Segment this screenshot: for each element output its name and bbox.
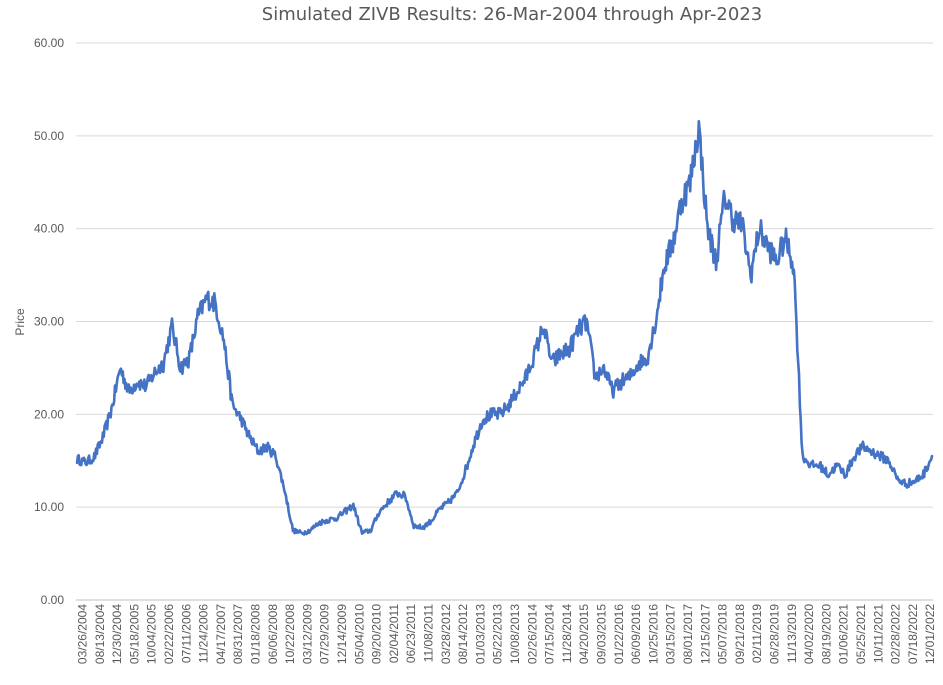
x-tick-label: 03/15/2017 (664, 604, 678, 664)
x-tick-label: 03/28/2012 (439, 604, 453, 664)
x-tick-label: 08/14/2012 (456, 604, 470, 664)
x-tick-label: 07/15/2014 (543, 604, 557, 664)
x-tick-label: 06/06/2008 (266, 604, 280, 664)
gridlines (76, 42, 933, 508)
x-tick-label: 08/19/2020 (819, 604, 833, 664)
x-tick-label: 12/15/2017 (698, 604, 712, 664)
x-tick-label: 11/08/2011 (422, 604, 436, 663)
x-tick-label: 09/20/2010 (370, 604, 384, 664)
x-tick-label: 10/25/2016 (646, 604, 660, 664)
x-tick-label: 02/22/2006 (162, 604, 176, 664)
x-tick-label: 04/20/2015 (577, 604, 591, 664)
x-tick-label: 10/04/2005 (145, 604, 159, 664)
x-tick-label: 11/28/2014 (560, 604, 574, 663)
y-tick-label: 0.00 (41, 593, 65, 607)
x-tick-label: 05/25/2021 (854, 604, 868, 664)
x-tick-label: 02/26/2014 (525, 604, 539, 664)
x-tick-label: 06/09/2016 (629, 604, 643, 664)
x-tick-label: 05/07/2018 (716, 604, 730, 664)
x-tick-label: 08/13/2004 (93, 604, 107, 664)
x-tick-label: 12/14/2009 (335, 604, 349, 664)
x-tick-label: 09/03/2015 (595, 604, 609, 664)
y-tick-label: 10.00 (34, 500, 64, 514)
y-axis-label: Price (13, 308, 27, 336)
x-tick-label: 02/04/2011 (387, 604, 401, 663)
x-tick-label: 10/11/2021 (871, 604, 885, 663)
x-tick-label: 07/18/2022 (906, 604, 920, 664)
chart-title: Simulated ZIVB Results: 26-Mar-2004 thro… (262, 4, 762, 25)
x-tick-label: 01/03/2013 (473, 604, 487, 664)
series-layer (75, 119, 934, 536)
y-tick-label: 30.00 (34, 315, 64, 329)
x-tick-label: 05/18/2005 (127, 604, 141, 664)
x-tick-label: 05/04/2010 (352, 604, 366, 664)
x-tick-label: 06/23/2011 (404, 604, 418, 663)
y-tick-label: 40.00 (34, 222, 64, 236)
series-line (75, 119, 934, 536)
x-tick-label: 12/30/2004 (110, 604, 124, 664)
x-tick-label: 06/28/2019 (768, 604, 782, 664)
x-tick-label: 10/22/2008 (283, 604, 297, 664)
x-tick-label: 03/12/2009 (300, 604, 314, 664)
y-axis-tick-labels: 0.00 10.00 20.00 30.00 40.00 50.00 60.00 (34, 36, 64, 607)
x-tick-label: 02/11/2019 (750, 604, 764, 663)
x-tick-label: 08/31/2007 (231, 604, 245, 664)
x-tick-label: 02/28/2022 (889, 604, 903, 664)
x-tick-label: 11/24/2006 (197, 604, 211, 663)
y-tick-label: 60.00 (34, 36, 64, 50)
x-tick-label: 01/18/2008 (249, 604, 263, 664)
x-tick-label: 04/17/2007 (214, 604, 228, 664)
x-tick-label: 03/26/2004 (76, 604, 90, 664)
y-tick-label: 20.00 (34, 407, 64, 421)
x-tick-label: 01/22/2016 (612, 604, 626, 664)
x-tick-label: 07/11/2006 (179, 604, 193, 663)
x-tick-label: 08/01/2017 (681, 604, 695, 664)
x-axis-tick-labels: 03/26/2004 08/13/2004 12/30/2004 05/18/2005… (76, 604, 938, 664)
x-tick-label: 12/01/2022 (923, 604, 937, 664)
y-tick-label: 50.00 (34, 129, 64, 143)
x-tick-label: 09/21/2018 (733, 604, 747, 664)
x-tick-label: 05/22/2013 (491, 604, 505, 664)
x-tick-label: 04/02/2020 (802, 604, 816, 664)
x-tick-label: 10/08/2013 (508, 604, 522, 664)
x-tick-label: 01/06/2021 (837, 604, 851, 664)
x-tick-label: 07/29/2009 (318, 604, 332, 664)
x-tick-label: 11/13/2019 (785, 604, 799, 663)
